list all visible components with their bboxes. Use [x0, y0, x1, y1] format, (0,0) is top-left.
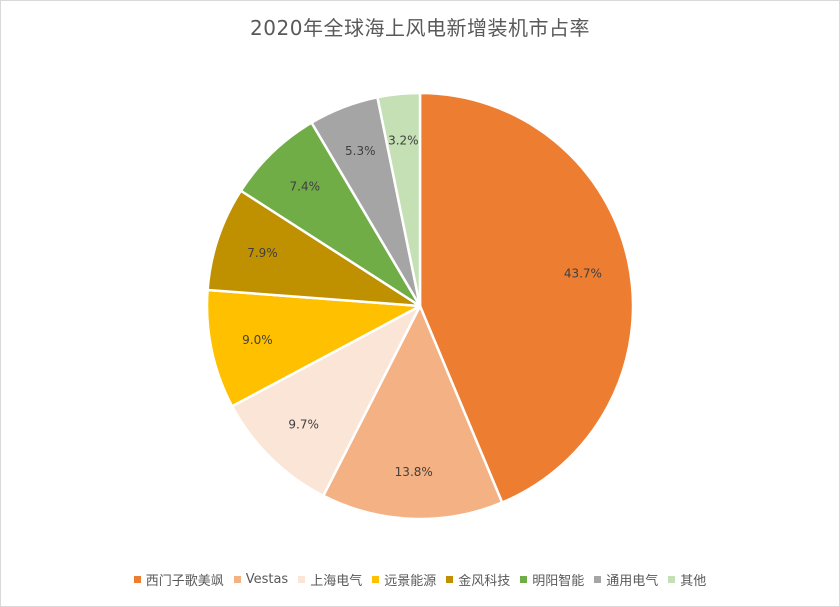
data-label-6: 5.3% [345, 144, 376, 158]
data-label-4: 7.9% [247, 246, 278, 260]
data-label-7: 3.2% [388, 134, 419, 148]
pie-slice-2 [230, 304, 422, 498]
pie-slice-0 [418, 91, 635, 504]
data-label-3: 9.0% [242, 333, 273, 347]
legend-swatch-1 [233, 576, 241, 583]
data-label-0: 43.7% [564, 266, 602, 280]
legend-label-5: 明阳智能 [532, 574, 585, 589]
pie-slice-3 [205, 288, 422, 408]
legend-item-2: 上海电气 [298, 570, 362, 589]
data-label-5: 7.4% [290, 179, 321, 193]
legend-label-3: 远景能源 [384, 574, 437, 589]
legend: 西门子歌美飒 Vestas 上海电气 远景能源 金风科技 明阳智能 通用电气 其他 [0, 570, 840, 589]
chart-title: 2020年全球海上风电新增装机市占率 [250, 16, 590, 40]
legend-item-6: 通用电气 [594, 570, 658, 589]
data-label-2: 9.7% [288, 418, 319, 432]
legend-swatch-3 [372, 576, 380, 583]
legend-label-6: 通用电气 [606, 574, 659, 589]
legend-swatch-0 [133, 576, 141, 583]
legend-label-1: Vestas [245, 572, 289, 587]
legend-swatch-5 [520, 576, 528, 583]
data-label-1: 13.8% [395, 465, 433, 479]
pie-slice-1 [322, 304, 504, 521]
pie-slice-5 [239, 121, 422, 308]
pie-slice-7 [376, 91, 422, 308]
legend-swatch-2 [298, 576, 306, 583]
legend-item-0: 西门子歌美飒 [133, 570, 224, 589]
legend-label-7: 其他 [680, 574, 707, 589]
legend-label-2: 上海电气 [310, 574, 363, 589]
legend-item-7: 其他 [668, 570, 706, 589]
legend-swatch-4 [446, 576, 454, 583]
legend-item-3: 远景能源 [372, 570, 436, 589]
pie-slice-4 [206, 189, 422, 308]
legend-item-4: 金风科技 [446, 570, 510, 589]
legend-item-5: 明阳智能 [520, 570, 584, 589]
legend-label-4: 金风科技 [458, 574, 511, 589]
legend-swatch-6 [594, 576, 602, 583]
legend-swatch-7 [668, 576, 676, 583]
legend-label-0: 西门子歌美飒 [145, 574, 224, 589]
pie-chart: 43.7% 13.8% 9.7% 9.0% 7.9% 7.4% 5.3% 3.2% [205, 91, 635, 521]
legend-item-1: Vestas [233, 572, 289, 587]
